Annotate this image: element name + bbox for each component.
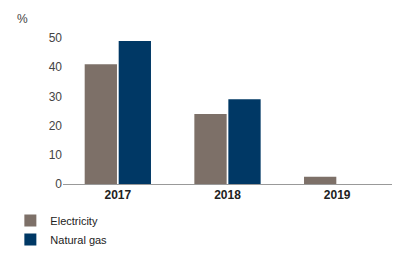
svg-text:2018: 2018 [214, 188, 241, 202]
svg-text:0: 0 [55, 177, 62, 191]
svg-text:2017: 2017 [104, 188, 131, 202]
svg-text:Electricity: Electricity [50, 215, 98, 227]
svg-text:50: 50 [49, 31, 63, 45]
svg-text:Natural gas: Natural gas [50, 234, 107, 246]
svg-text:30: 30 [49, 90, 63, 104]
svg-text:2019: 2019 [324, 188, 351, 202]
svg-text:%: % [17, 12, 28, 26]
svg-text:10: 10 [49, 148, 63, 162]
svg-text:20: 20 [49, 119, 63, 133]
svg-text:40: 40 [49, 60, 63, 74]
